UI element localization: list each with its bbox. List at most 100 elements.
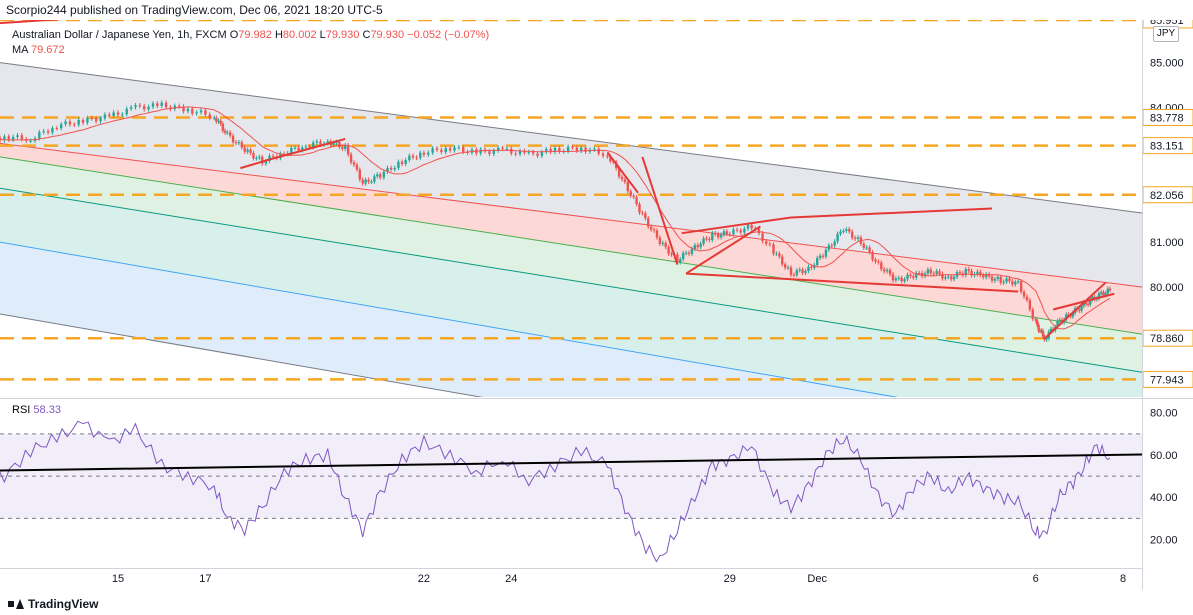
candle-body: [55, 128, 59, 130]
candle-body: [693, 245, 697, 249]
rsi-legend: RSI 58.33: [12, 404, 61, 416]
candle-body: [1011, 281, 1014, 285]
rsi-pane[interactable]: [0, 420, 1193, 563]
candle-body: [51, 128, 54, 133]
candle-body: [164, 102, 168, 108]
rsi-value: 58.33: [33, 404, 61, 416]
candle-body: [90, 117, 93, 119]
candle-body: [801, 269, 804, 273]
candle-body: [457, 147, 461, 149]
price-axis: 80.00081.00084.00085.00085.95183.77883.1…: [1142, 11, 1193, 547]
level-price-label: 83.778: [1150, 112, 1184, 124]
candle-body: [208, 114, 211, 118]
candle-body: [676, 254, 679, 263]
candle-body: [389, 167, 393, 170]
candle-body: [649, 226, 653, 230]
candle-body: [297, 147, 300, 151]
candle-body: [42, 131, 45, 133]
candle-body: [358, 169, 362, 180]
time-tick-label: 24: [505, 573, 517, 585]
candle-body: [781, 256, 784, 265]
symbol-name: Australian Dollar / Japanese Yen, 1h, FX…: [12, 29, 227, 41]
trendline: [1052, 292, 1115, 311]
candle-body: [1028, 300, 1032, 310]
candle-body: [367, 179, 370, 182]
candle-body: [719, 234, 723, 238]
candle-body: [652, 229, 656, 231]
candle-body: [1084, 302, 1088, 305]
candle-body: [319, 141, 322, 145]
time-tick-label: 6: [1033, 573, 1039, 585]
candle-body: [1086, 304, 1090, 306]
candle-body: [783, 264, 787, 268]
candle-body: [714, 233, 717, 235]
candle-body: [944, 277, 947, 279]
candle-body: [212, 117, 216, 119]
candle-body: [1060, 319, 1064, 323]
rsi-trend-arrow: [0, 453, 1142, 472]
candle-body: [711, 233, 714, 240]
candle-body: [993, 278, 997, 281]
change-value: −0.052 (−0.07%): [407, 29, 490, 41]
candle-body: [810, 266, 813, 268]
candle-body: [850, 231, 854, 238]
price-pane[interactable]: [0, 4, 1142, 511]
candle-body: [488, 151, 491, 154]
candle-body: [833, 241, 836, 246]
candle-body: [1035, 320, 1039, 325]
candle-body: [505, 148, 509, 150]
candle-body: [836, 233, 839, 242]
candle-body: [77, 120, 80, 125]
candle-body: [821, 255, 825, 257]
candle-body: [848, 229, 851, 232]
candle-body: [757, 228, 761, 234]
rsi-label: RSI: [12, 404, 31, 416]
candle-body: [696, 245, 699, 248]
candle-body: [1108, 288, 1112, 291]
candle-body: [987, 274, 991, 277]
candle-body: [566, 146, 570, 152]
time-tick-label: 22: [418, 573, 430, 585]
candle-body: [996, 276, 1000, 279]
candle-body: [725, 231, 729, 234]
candle-body: [629, 191, 632, 196]
candle-body: [290, 148, 293, 154]
candle-body: [626, 181, 630, 192]
candle-body: [641, 212, 644, 214]
candle-body: [1106, 288, 1110, 294]
open-label: O: [229, 29, 239, 41]
candle-body: [824, 249, 828, 257]
candle-body: [661, 242, 664, 244]
time-tick-label: Dec: [807, 573, 827, 585]
currency-button[interactable]: JPY: [1153, 26, 1179, 42]
tradingview-logo[interactable]: TradingView: [8, 597, 98, 611]
trendline: [685, 225, 761, 275]
candle-body: [617, 168, 621, 177]
candle-body: [404, 160, 407, 165]
candle-body: [386, 167, 389, 172]
candle-body: [553, 147, 557, 152]
candle-body: [816, 257, 819, 266]
candle-body: [496, 147, 500, 151]
price-tick-label: 85.000: [1150, 58, 1184, 70]
candle-body: [38, 132, 41, 139]
candle-body: [655, 230, 659, 238]
candle-body: [382, 171, 386, 178]
candle-body: [664, 242, 667, 248]
candle-body: [1008, 278, 1011, 282]
candle-body: [1022, 291, 1026, 297]
channel-line: [0, 241, 899, 397]
candle-body: [408, 155, 411, 161]
candle-body: [16, 135, 19, 138]
candle-body: [684, 252, 688, 254]
candle-body: [632, 195, 635, 198]
candle-body: [950, 276, 953, 280]
candle-body: [64, 121, 67, 125]
candle-body: [1041, 330, 1045, 337]
candle-body: [932, 273, 935, 275]
level-price-label: 82.056: [1150, 190, 1184, 202]
time-axis: 1517222429Dec681315: [112, 573, 1126, 585]
candle-body: [1056, 320, 1059, 327]
candle-body: [94, 118, 98, 122]
